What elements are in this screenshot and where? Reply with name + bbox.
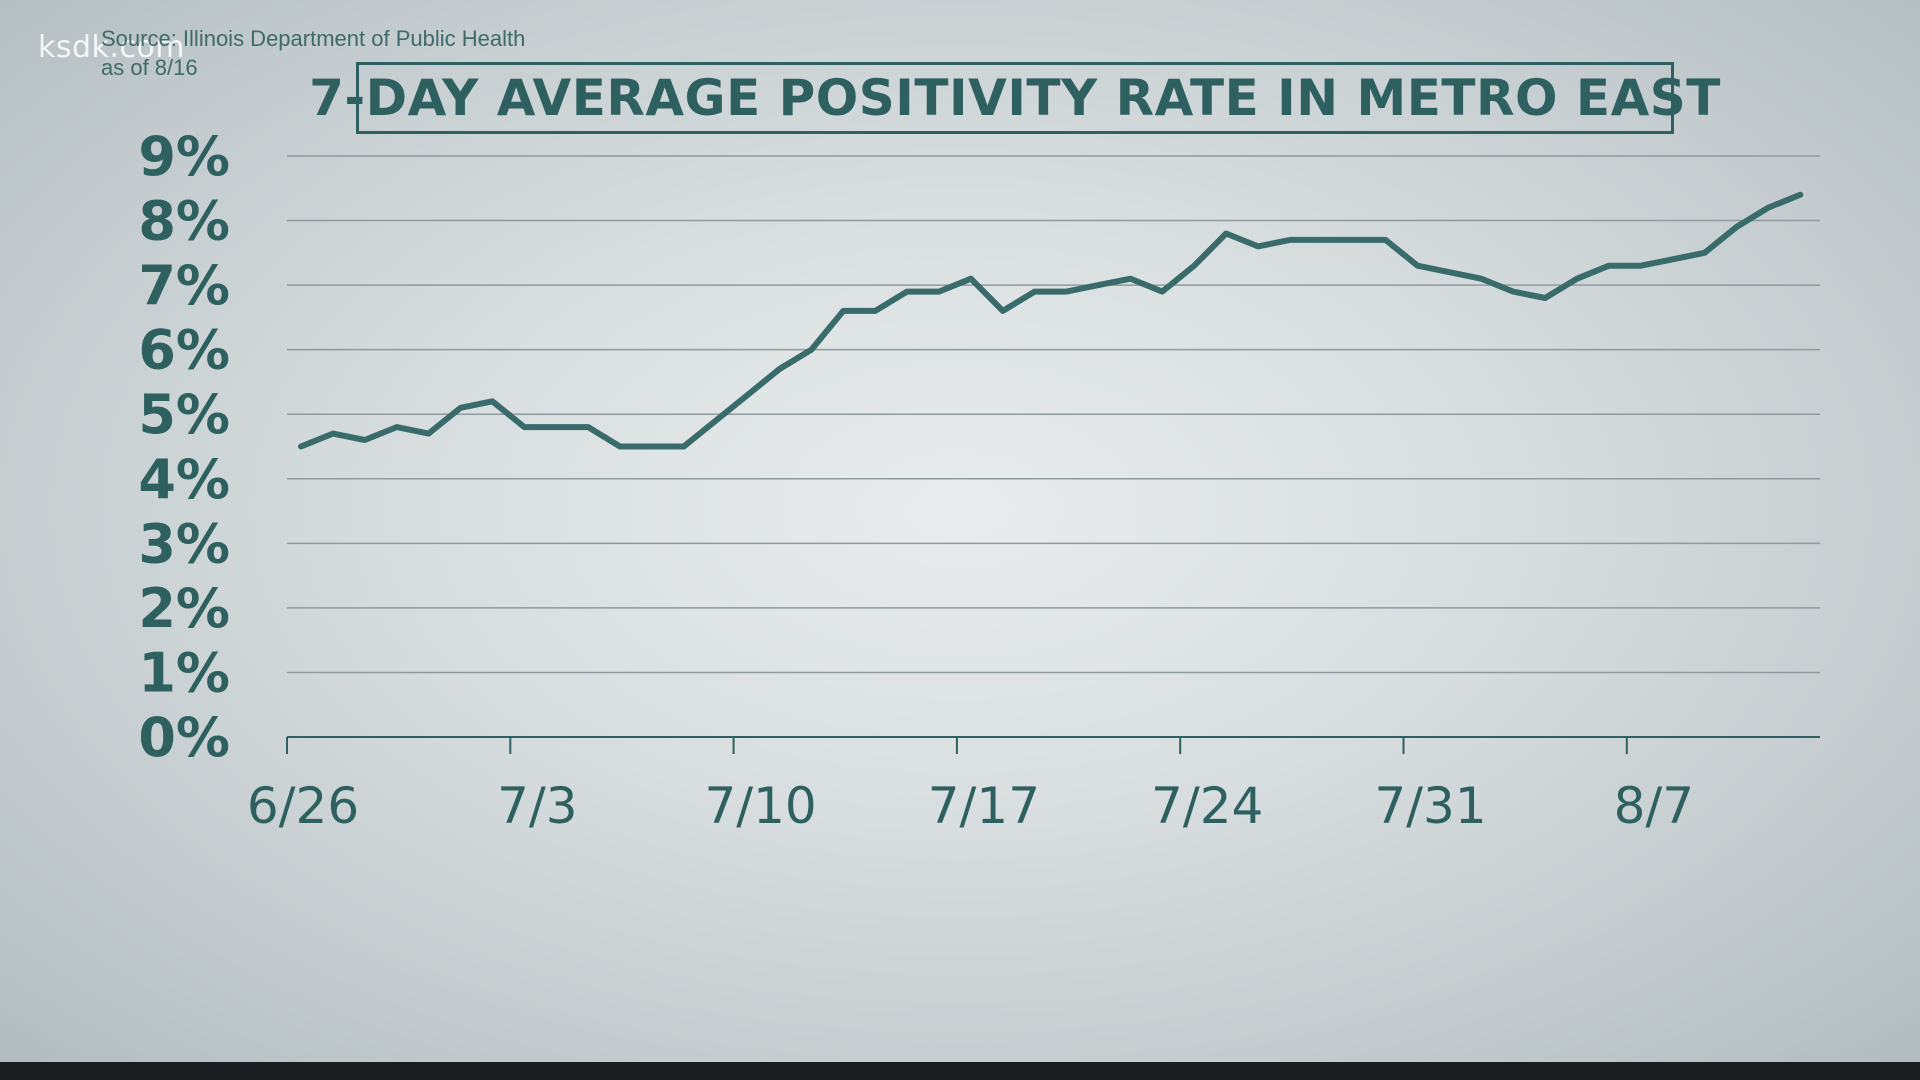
data-point [1510,289,1516,295]
data-point [426,431,432,437]
x-tick-label: 8/7 [1614,777,1694,835]
data-point [904,289,910,295]
data-point [777,366,783,372]
data-point [1127,276,1133,282]
data-point [1734,224,1740,230]
data-point [1000,308,1006,314]
data-point [1702,250,1708,256]
data-point [1542,295,1548,301]
data-point [1064,289,1070,295]
data-point [968,276,974,282]
data-point [394,424,400,430]
chart-title: 7-DAY AVERAGE POSITIVITY RATE IN METRO E… [309,69,1721,127]
data-point [298,444,304,450]
data-point [489,398,495,404]
data-point [1223,230,1229,236]
x-tick-label: 7/31 [1374,777,1486,835]
data-point [1415,263,1421,269]
data-point [1191,263,1197,269]
data-point [1446,269,1452,275]
data-point [1765,205,1771,211]
data-point [617,444,623,450]
data-point [713,418,719,424]
data-point [936,289,942,295]
data-point [1351,237,1357,243]
data-point [1638,263,1644,269]
y-tick-label: 7% [138,254,230,317]
data-point [330,431,336,437]
y-tick-label: 4% [138,448,230,511]
data-point [745,392,751,398]
source-note: Source: Illinois Department of Public He… [101,24,525,82]
data-point [1287,237,1293,243]
bottom-bar [0,1062,1920,1080]
data-point [553,424,559,430]
y-tick-label: 1% [138,641,230,704]
data-point [840,308,846,314]
data-point [1478,276,1484,282]
data-point [1319,237,1325,243]
y-tick-label: 6% [138,319,230,382]
data-point [458,405,464,411]
y-tick-label: 2% [138,577,230,640]
x-tick-label: 7/3 [497,777,577,835]
data-point [1606,263,1612,269]
data-point [362,437,368,443]
y-tick-label: 8% [138,190,230,253]
data-point [585,424,591,430]
data-point [1159,289,1165,295]
y-tick-label: 0% [138,706,230,769]
data-point [681,444,687,450]
data-point [1797,192,1803,198]
data-point [1032,289,1038,295]
chart-title-box: 7-DAY AVERAGE POSITIVITY RATE IN METRO E… [309,62,1720,134]
data-point [808,347,814,353]
data-point [1670,256,1676,262]
data-point [649,444,655,450]
y-tick-label: 3% [138,512,230,575]
y-tick-label: 5% [138,383,230,446]
data-point [1096,282,1102,288]
positivity-rate-line [298,191,1804,450]
data-point [1255,243,1261,249]
x-tick-label: 6/26 [247,777,359,835]
x-tick-label: 7/24 [1151,777,1263,835]
data-point [1383,237,1389,243]
ksdk-watermark: ksdk.com [38,30,186,65]
data-point [1574,276,1580,282]
as-of-line: as of 8/16 [101,55,198,80]
y-tick-label: 9% [138,125,230,188]
x-tick-label: 7/10 [704,777,816,835]
x-tick-label: 7/17 [928,777,1040,835]
data-point [521,424,527,430]
source-line: Source: Illinois Department of Public He… [101,26,526,51]
data-point [872,308,878,314]
